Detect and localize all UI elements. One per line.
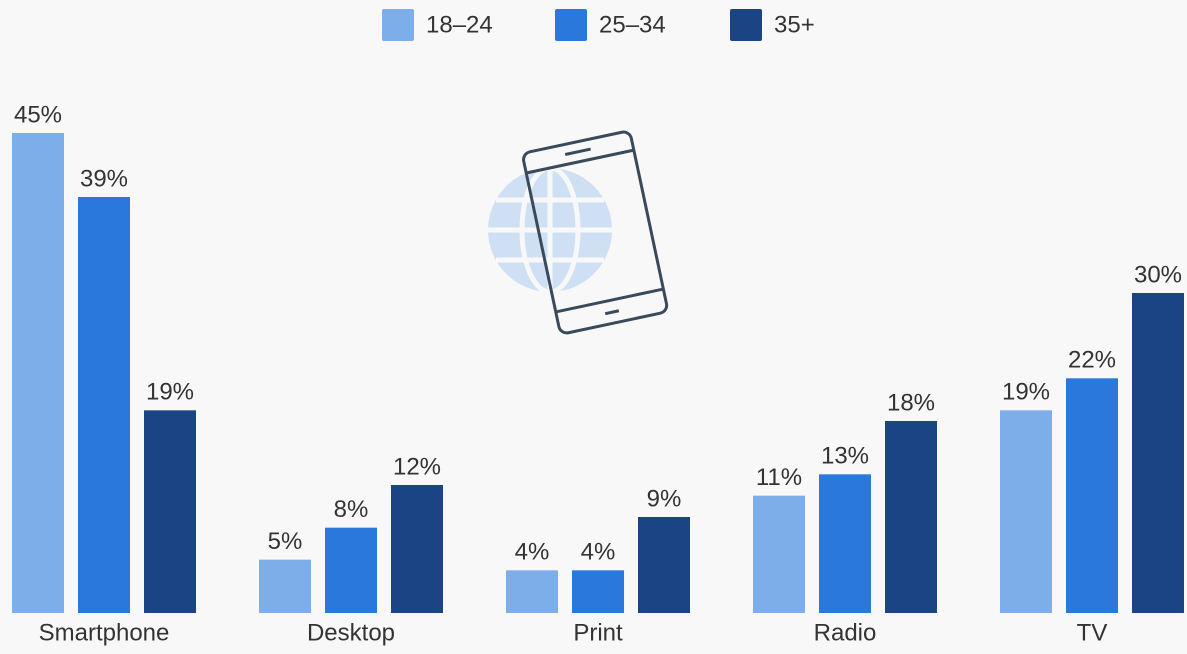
legend-swatch <box>555 9 587 41</box>
value-label: 22% <box>1068 347 1116 374</box>
value-label: 18% <box>887 389 935 416</box>
value-label: 5% <box>268 528 303 555</box>
x-tick-label: Print <box>573 619 623 646</box>
bar <box>638 517 690 613</box>
value-label: 8% <box>334 496 369 523</box>
value-label: 45% <box>14 101 62 128</box>
value-label: 19% <box>146 379 194 406</box>
bar <box>506 570 558 613</box>
legend-label: 25–34 <box>599 11 666 38</box>
value-label: 12% <box>393 453 441 480</box>
legend-swatch <box>382 9 414 41</box>
x-tick-label: TV <box>1077 619 1108 646</box>
x-tick-label: Desktop <box>307 619 395 646</box>
value-label: 13% <box>821 443 869 470</box>
bar <box>1066 378 1118 613</box>
value-label: 4% <box>581 539 616 566</box>
bar <box>259 559 311 613</box>
value-label: 4% <box>515 539 550 566</box>
bar <box>144 410 196 613</box>
value-label: 9% <box>647 485 682 512</box>
legend-label: 35+ <box>774 11 815 38</box>
bar <box>325 527 377 613</box>
legend-label: 18–24 <box>426 11 493 38</box>
x-tick-label: Smartphone <box>39 619 170 646</box>
bar <box>12 133 64 613</box>
bar <box>391 485 443 613</box>
bar <box>1000 410 1052 613</box>
bar <box>819 474 871 613</box>
legend-swatch <box>730 9 762 41</box>
value-label: 19% <box>1002 379 1050 406</box>
decorative-icon <box>488 130 669 335</box>
bar <box>78 197 130 613</box>
value-label: 11% <box>756 464 802 491</box>
bar <box>753 495 805 613</box>
bar <box>885 421 937 613</box>
x-tick-label: Radio <box>814 619 877 646</box>
bar <box>1132 293 1184 613</box>
value-label: 30% <box>1134 261 1182 288</box>
value-label: 39% <box>80 165 128 192</box>
bar <box>572 570 624 613</box>
